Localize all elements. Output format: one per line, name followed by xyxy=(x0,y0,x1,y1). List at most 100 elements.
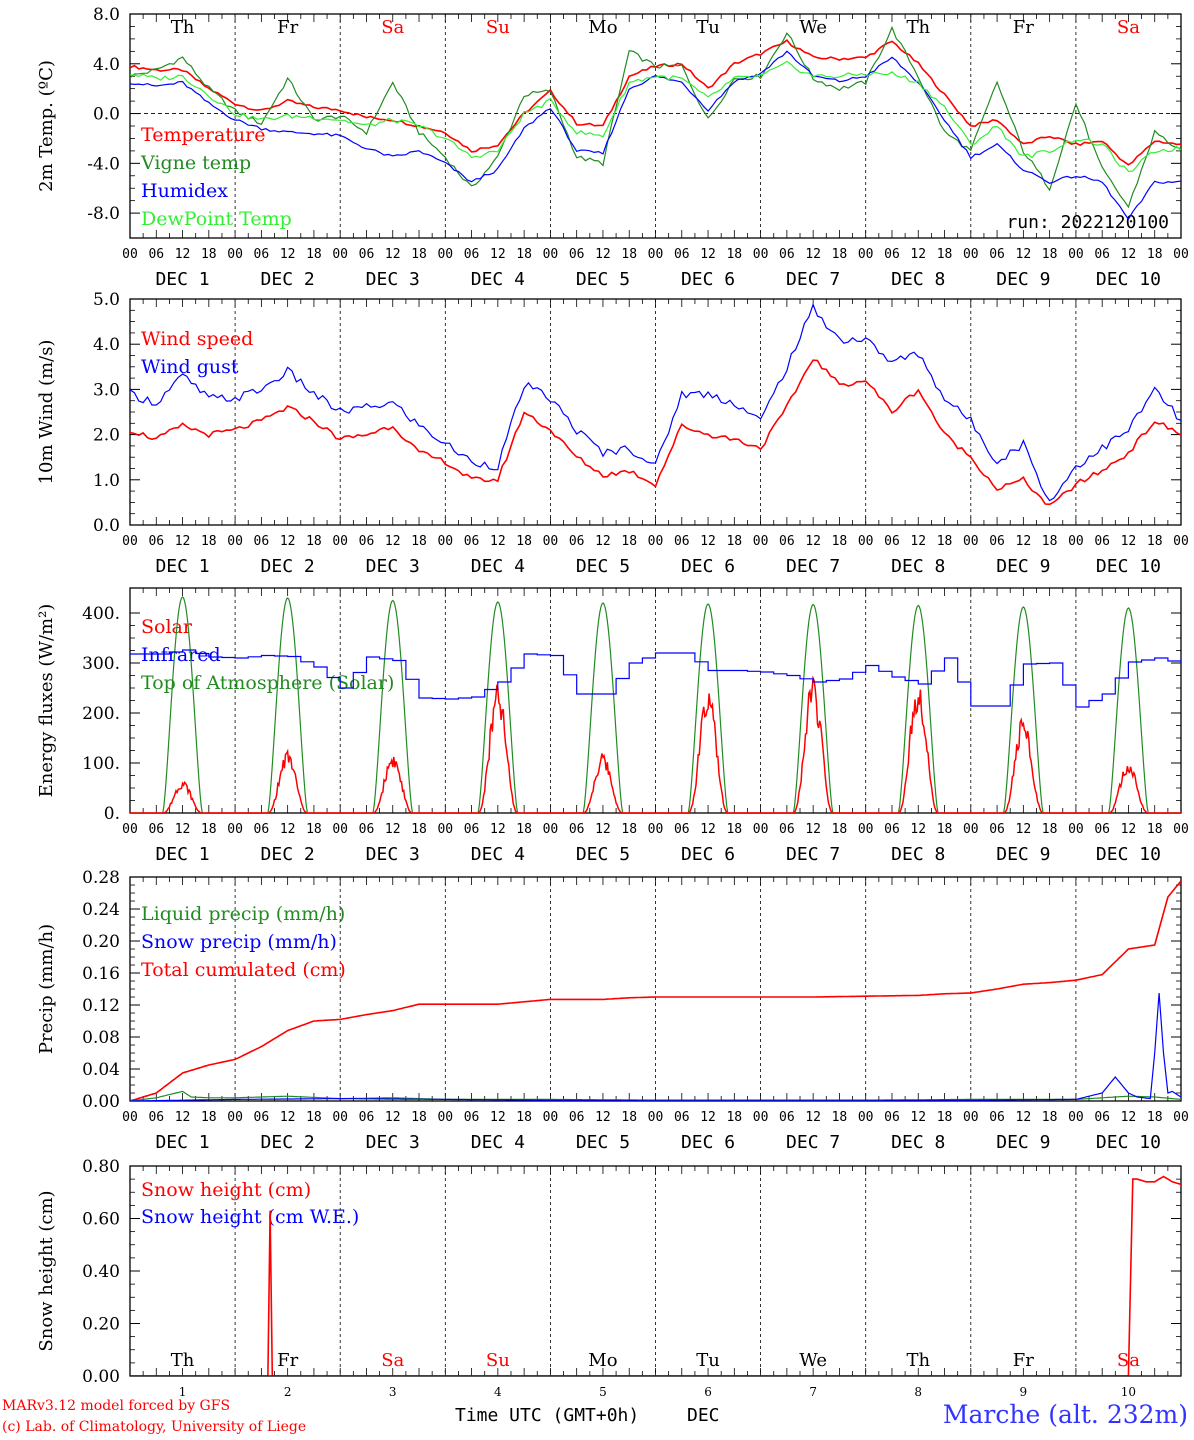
legend-entry: Solar xyxy=(141,616,193,638)
hour-label: 06 xyxy=(359,822,375,837)
y-tick-label: 0. xyxy=(104,804,120,824)
hour-label: 00 xyxy=(1173,1110,1189,1125)
hour-label: 12 xyxy=(280,1110,296,1125)
hour-label: 00 xyxy=(122,247,138,262)
hour-label: 06 xyxy=(884,534,900,549)
hour-label: 18 xyxy=(516,1110,532,1125)
hour-label: 06 xyxy=(254,1110,270,1125)
weekday-label: Fr xyxy=(277,17,298,38)
hour-label: 00 xyxy=(437,822,453,837)
hour-label: 06 xyxy=(674,1110,690,1125)
hour-label: 18 xyxy=(201,534,217,549)
day-number: 2 xyxy=(284,1385,292,1399)
hour-label: 12 xyxy=(595,822,611,837)
hour-label: 12 xyxy=(1016,1110,1032,1125)
hour-label: 00 xyxy=(963,822,979,837)
hour-label: 00 xyxy=(122,822,138,837)
model-credit-line1: MARv3.12 model forced by GFS xyxy=(2,1398,231,1414)
hour-label: 06 xyxy=(569,822,585,837)
hour-label: 00 xyxy=(227,1110,243,1125)
weekday-label: We xyxy=(799,1350,827,1371)
hour-label: 18 xyxy=(1042,822,1058,837)
y-tick-label: -4.0 xyxy=(87,154,120,174)
y-tick-label: 100. xyxy=(82,754,120,774)
series-infrared xyxy=(130,649,1181,708)
weekday-label: Th xyxy=(906,1350,930,1371)
y-tick-label: 0.28 xyxy=(82,868,120,888)
hour-label: 00 xyxy=(753,247,769,262)
series-snow-precip-mm-h xyxy=(130,992,1181,1101)
hour-label: 12 xyxy=(595,1110,611,1125)
hour-label: 12 xyxy=(490,534,506,549)
series-total-cumulated-cm xyxy=(130,880,1181,1101)
hour-label: 12 xyxy=(805,1110,821,1125)
hour-label: 12 xyxy=(175,247,191,262)
hour-label: 00 xyxy=(1173,534,1189,549)
y-axis-label: Precip (mm/h) xyxy=(36,924,57,1054)
y-tick-label: -8.0 xyxy=(87,204,120,224)
hour-label: 06 xyxy=(569,1110,585,1125)
hour-label: 06 xyxy=(359,1110,375,1125)
y-axis-label: Energy fluxes (W/m²) xyxy=(36,604,57,798)
weekday-label: Mo xyxy=(588,17,617,38)
legend-entry: Wind speed xyxy=(141,328,253,350)
date-label: DEC 10 xyxy=(1096,1132,1161,1153)
series-group xyxy=(130,302,1181,506)
hour-label: 12 xyxy=(175,534,191,549)
y-tick-label: 400. xyxy=(82,604,120,624)
y-tick-label: 300. xyxy=(82,654,120,674)
day-number: 10 xyxy=(1121,1385,1136,1399)
series-vigne-temp xyxy=(130,25,1181,209)
hour-label: 12 xyxy=(700,534,716,549)
hour-label: 18 xyxy=(1042,1110,1058,1125)
y-tick-label: 0.04 xyxy=(82,1060,120,1080)
hour-label: 12 xyxy=(1121,534,1137,549)
hour-label: 12 xyxy=(280,534,296,549)
series-group xyxy=(130,880,1181,1101)
x-axis-title: Time UTC (GMT+0h) xyxy=(455,1405,640,1426)
hour-label: 12 xyxy=(385,247,401,262)
hour-label: 12 xyxy=(1016,534,1032,549)
hour-label: 00 xyxy=(437,534,453,549)
y-tick-label: 0.08 xyxy=(82,1028,120,1048)
hour-label: 18 xyxy=(411,534,427,549)
run-label: run: 2022120100 xyxy=(1006,212,1169,233)
hour-label: 00 xyxy=(963,247,979,262)
hour-label: 00 xyxy=(543,534,559,549)
weekday-label: Sa xyxy=(381,1350,404,1371)
y-tick-label: 3.0 xyxy=(93,380,120,400)
hour-label: 18 xyxy=(411,247,427,262)
weekday-label: Tu xyxy=(696,1350,720,1371)
date-label: DEC 7 xyxy=(786,556,840,577)
weekday-label: Th xyxy=(171,1350,195,1371)
date-label: DEC 8 xyxy=(891,556,945,577)
hour-label: 00 xyxy=(1068,247,1084,262)
weekday-label: Sa xyxy=(381,17,404,38)
hour-label: 12 xyxy=(910,247,926,262)
hour-label: 00 xyxy=(648,1110,664,1125)
series-wind-gust xyxy=(130,302,1181,502)
series-group xyxy=(130,596,1181,813)
hour-label: 06 xyxy=(674,534,690,549)
hour-label: 18 xyxy=(832,1110,848,1125)
weekday-label: Su xyxy=(486,17,510,38)
hour-label: 12 xyxy=(385,822,401,837)
hour-label: 18 xyxy=(621,822,637,837)
hour-label: 18 xyxy=(516,247,532,262)
y-tick-label: 0.20 xyxy=(82,932,120,952)
date-label: DEC 4 xyxy=(471,556,525,577)
date-label: DEC 3 xyxy=(366,844,420,865)
date-label: DEC 4 xyxy=(471,1132,525,1153)
hour-label: 12 xyxy=(1016,247,1032,262)
y-tick-label: 1.0 xyxy=(93,471,120,491)
hour-label: 18 xyxy=(516,822,532,837)
series-wind-speed xyxy=(130,359,1181,506)
hour-label: 18 xyxy=(726,247,742,262)
hour-label: 00 xyxy=(122,534,138,549)
hour-label: 18 xyxy=(621,247,637,262)
date-label: DEC 10 xyxy=(1096,556,1161,577)
date-label: DEC 6 xyxy=(681,269,735,290)
hour-label: 06 xyxy=(884,247,900,262)
hour-label: 00 xyxy=(753,534,769,549)
